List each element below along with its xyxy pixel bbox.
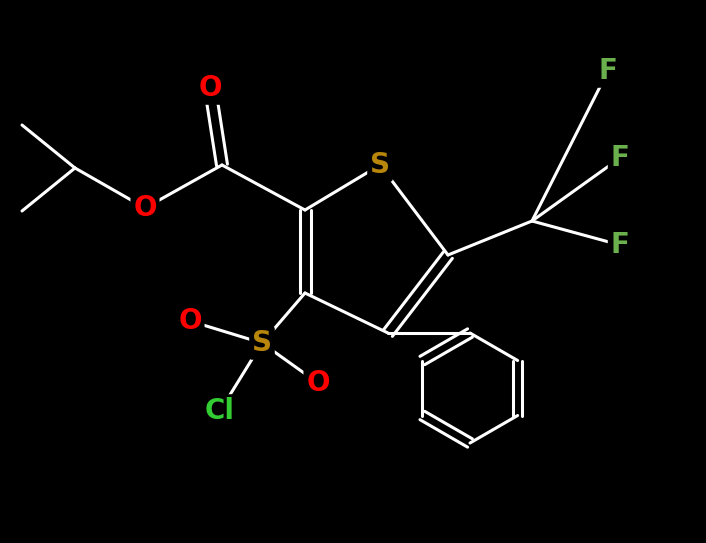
Text: O: O <box>133 194 157 222</box>
Text: O: O <box>178 307 202 335</box>
Text: O: O <box>306 369 330 397</box>
Text: F: F <box>611 144 630 172</box>
Text: S: S <box>252 329 272 357</box>
Text: Cl: Cl <box>205 397 235 425</box>
Text: F: F <box>599 57 618 85</box>
Text: F: F <box>611 231 630 259</box>
Text: S: S <box>370 151 390 179</box>
Text: O: O <box>198 74 222 102</box>
